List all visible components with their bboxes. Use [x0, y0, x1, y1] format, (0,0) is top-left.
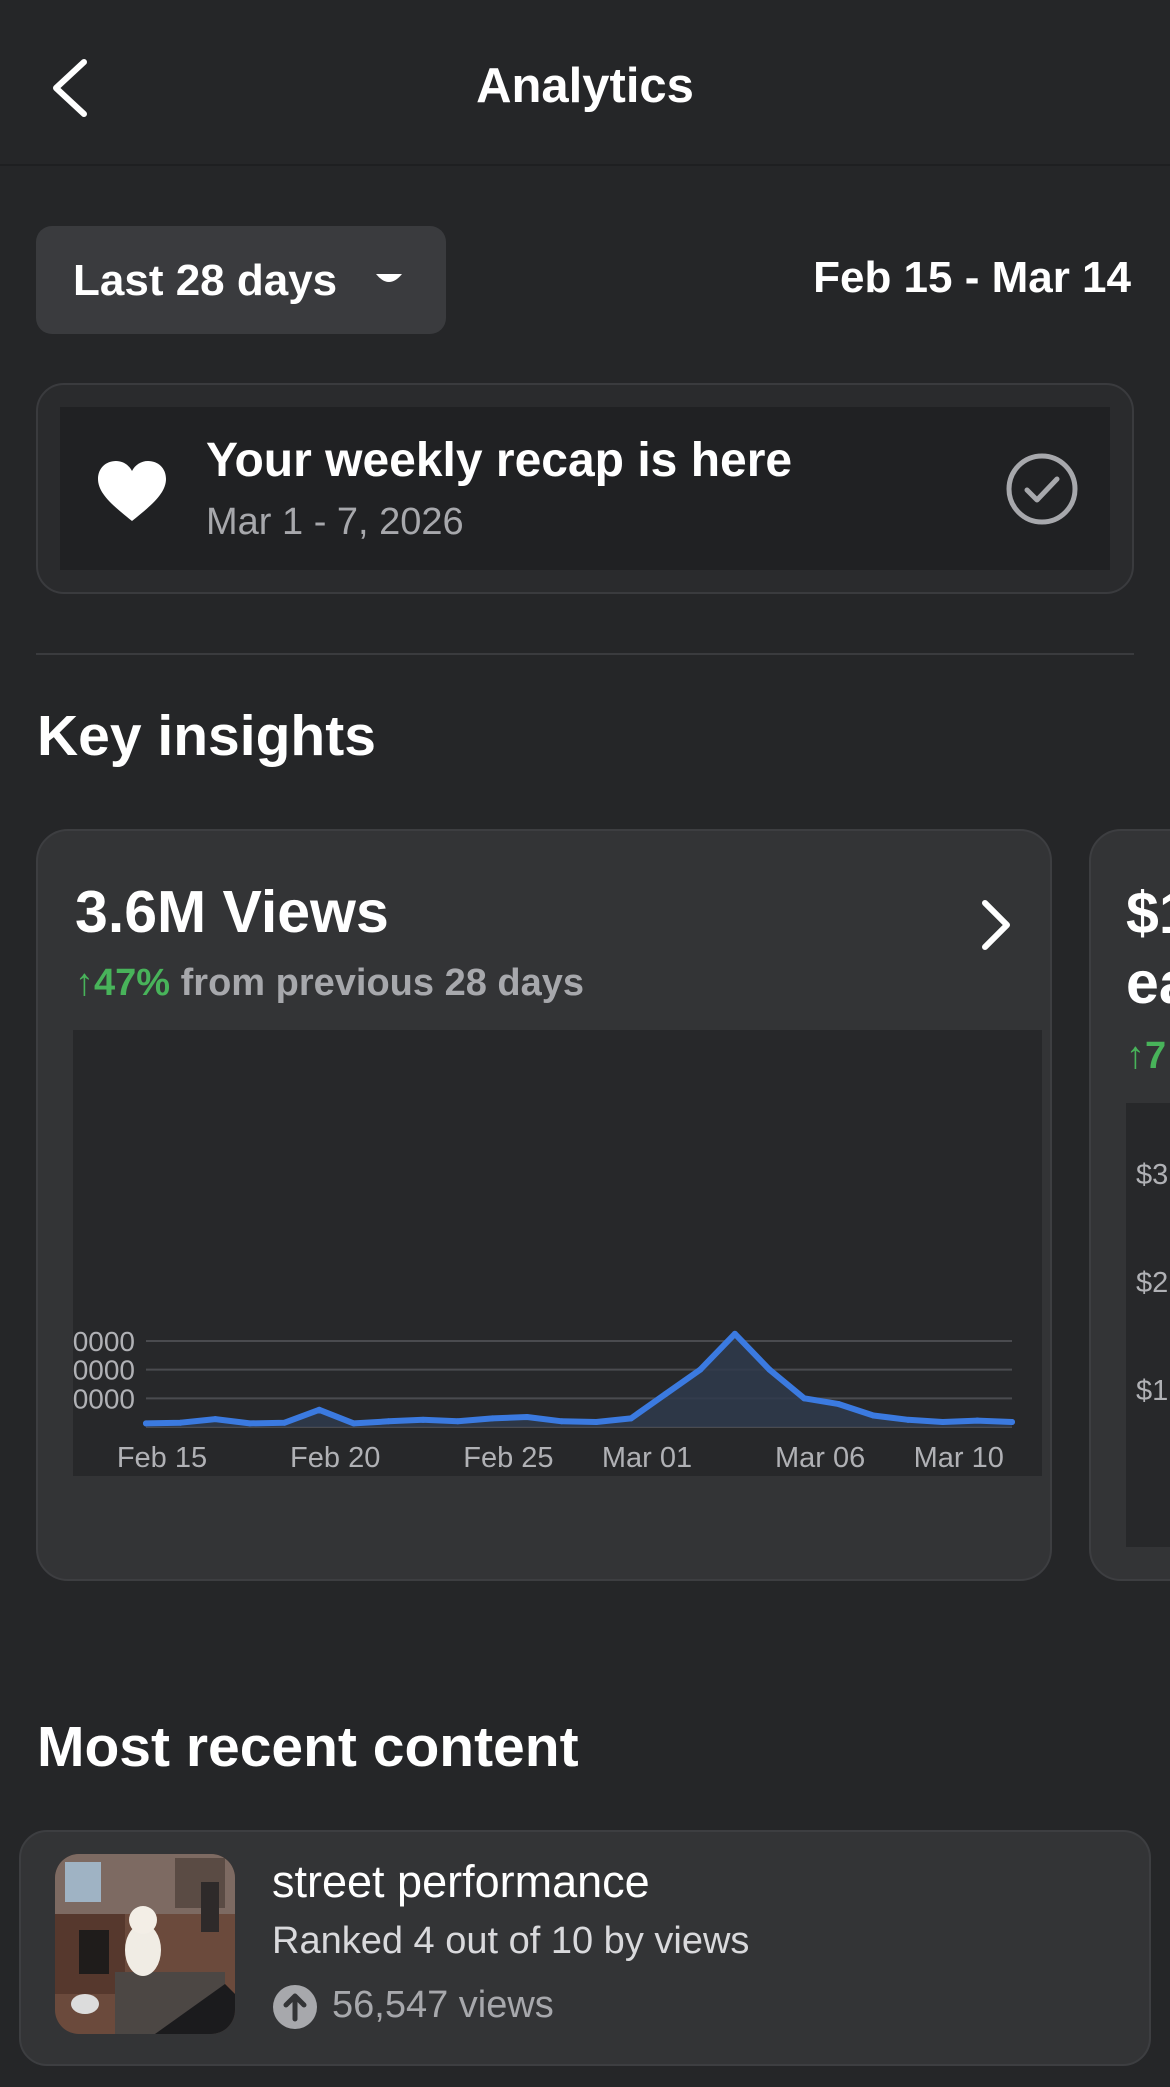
- caret-down-icon: [376, 274, 402, 282]
- heart-icon: [98, 461, 166, 521]
- content-rank: Ranked 4 out of 10 by views: [272, 1920, 750, 1962]
- recent-content-item[interactable]: street performance Ranked 4 out of 10 by…: [19, 1830, 1151, 2066]
- chevron-left-icon: [53, 59, 87, 117]
- data-point: [524, 1413, 531, 1420]
- data-point: [1009, 1418, 1015, 1425]
- data-point: [766, 1366, 773, 1373]
- earnings-title-line2: ea: [1126, 950, 1170, 1016]
- earnings-y-tick: $1: [1136, 1375, 1169, 1407]
- delta-caption: from previous 28 days: [180, 962, 585, 1004]
- key-insights-heading: Key insights: [37, 704, 376, 768]
- earnings-title: $1 ea: [1126, 878, 1170, 1018]
- series-line: [143, 1330, 1015, 1427]
- weekly-recap-card: Your weekly recap is here Mar 1 - 7, 202…: [36, 383, 1134, 594]
- check-circle-icon: [1006, 453, 1078, 525]
- earnings-y-tick: $2: [1136, 1267, 1169, 1299]
- views-chart-svg: 600000400000200000 Feb 15 Feb 20 Feb 25 Mar …: [73, 1326, 1015, 1474]
- x-tick-label: Mar 10: [914, 1442, 1004, 1474]
- date-range-dropdown[interactable]: Last 28 days: [36, 226, 446, 334]
- data-point: [316, 1406, 323, 1413]
- weekly-recap-banner[interactable]: Your weekly recap is here Mar 1 - 7, 202…: [60, 407, 1110, 570]
- arrow-up-circle-icon: [273, 1985, 317, 2029]
- date-range-dropdown-label: Last 28 days: [73, 256, 338, 305]
- date-range-text: Feb 15 - Mar 14: [813, 253, 1131, 302]
- chevron-right-icon: [982, 900, 1010, 950]
- earnings-insight-card[interactable]: $1 ea ↑7 $3 $2 $1: [1089, 829, 1170, 1581]
- most-recent-heading: Most recent content: [37, 1715, 579, 1779]
- section-divider: [36, 653, 1134, 655]
- data-point: [212, 1416, 219, 1423]
- data-point: [905, 1416, 912, 1423]
- earnings-title-line1: $1: [1126, 880, 1170, 946]
- data-point: [974, 1417, 981, 1424]
- series-area: [146, 1333, 1012, 1427]
- earnings-y-tick: $3: [1136, 1159, 1169, 1191]
- data-point: [281, 1419, 288, 1426]
- header-bar: Analytics: [0, 0, 1170, 166]
- street-performance-thumbnail-image: [55, 1854, 235, 2034]
- data-point: [870, 1412, 877, 1419]
- views-total: 3.6M Views: [75, 879, 389, 945]
- earnings-delta: ↑7: [1126, 1035, 1167, 1077]
- data-point: [350, 1420, 357, 1427]
- data-point: [489, 1415, 496, 1422]
- data-point: [420, 1416, 427, 1423]
- page-title: Analytics: [476, 59, 694, 113]
- recap-title: Your weekly recap is here: [206, 434, 793, 487]
- data-point: [835, 1401, 842, 1408]
- data-point: [801, 1395, 808, 1402]
- data-point: [662, 1391, 669, 1398]
- data-point: [143, 1420, 149, 1427]
- x-tick-label: Mar 06: [775, 1442, 865, 1474]
- data-point: [385, 1418, 392, 1425]
- x-tick-label: Mar 01: [602, 1442, 692, 1474]
- views-chart: 600000400000200000 Feb 15 Feb 20 Feb 25 Mar …: [73, 1030, 1042, 1476]
- delta-percent: 47%: [94, 962, 171, 1004]
- y-tick-label: 400000: [73, 1355, 135, 1386]
- data-point: [177, 1419, 184, 1426]
- x-tick-label: Feb 20: [290, 1442, 380, 1474]
- y-tick-label: 600000: [73, 1326, 135, 1357]
- data-point: [558, 1418, 565, 1425]
- content-thumbnail[interactable]: [55, 1854, 235, 2034]
- x-tick-label: Feb 25: [463, 1442, 553, 1474]
- back-button[interactable]: [40, 52, 100, 124]
- data-point: [731, 1330, 738, 1337]
- data-point: [939, 1418, 946, 1425]
- y-tick-label: 200000: [73, 1383, 135, 1414]
- content-title: street performance: [272, 1856, 650, 1907]
- x-tick-label: Feb 15: [117, 1442, 207, 1474]
- views-insight-card[interactable]: 3.6M Views ↑47% from previous 28 days 60…: [36, 829, 1052, 1581]
- arrow-up-icon: ↑: [75, 962, 94, 1004]
- data-point: [593, 1418, 600, 1425]
- recap-date: Mar 1 - 7, 2026: [206, 501, 464, 543]
- data-point: [246, 1420, 253, 1427]
- views-delta: ↑47% from previous 28 days: [75, 962, 584, 1005]
- content-views: 56,547 views: [332, 1984, 554, 2026]
- data-point: [454, 1418, 461, 1425]
- data-point: [627, 1415, 634, 1422]
- earnings-chart: $3 $2 $1: [1126, 1103, 1170, 1547]
- data-point: [697, 1366, 704, 1373]
